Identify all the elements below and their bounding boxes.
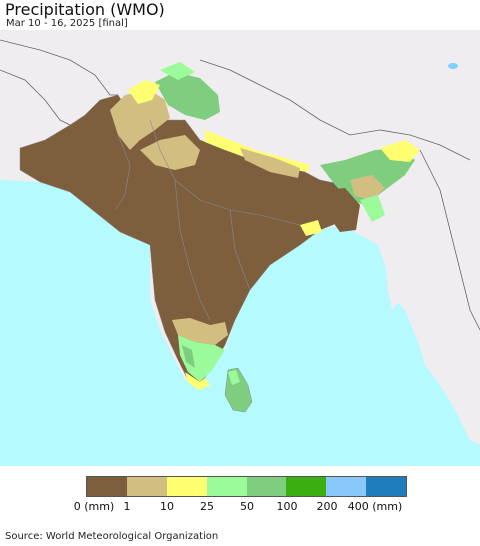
legend-swatch-2 (166, 477, 207, 496)
map-subtitle: Mar 10 - 16, 2025 [final] (6, 18, 128, 29)
region-light-north (110, 90, 170, 150)
region-nepal-tan (240, 148, 300, 178)
source-credit: Source: World Meteorological Organizatio… (5, 531, 219, 542)
region-south-yellow (185, 372, 210, 390)
legend-swatch-3 (206, 477, 247, 496)
region-south-lightgreen (178, 335, 225, 382)
region-kashmir-lightgreen (160, 62, 195, 80)
legend-swatch-4 (246, 477, 287, 496)
precipitation-map (0, 30, 480, 466)
legend-color-bar (86, 476, 407, 497)
legend-labels: 0 (mm) 1 10 25 50 100 200 400 (mm) (0, 500, 480, 514)
legend-label-1: 1 (123, 500, 131, 513)
region-northeast-yellow (380, 140, 420, 162)
legend-label-2: 10 (160, 500, 174, 513)
region-kerala-green (182, 345, 195, 368)
region-bangladesh (325, 188, 360, 232)
coast-myanmar (378, 240, 480, 440)
map-title: Precipitation (WMO) (5, 0, 165, 19)
legend-label-6: 200 (316, 500, 338, 513)
legend-label-0: 0 (mm) (73, 500, 115, 513)
region-light-punjab (140, 135, 200, 170)
sri-lanka-lightgreen (228, 370, 240, 385)
region-kashmir-green (155, 72, 220, 120)
legend-swatch-7 (366, 477, 406, 496)
legend-label-3: 25 (200, 500, 214, 513)
admin-borders (114, 119, 301, 321)
region-kashmir-yellow (128, 80, 160, 104)
region-bay-yellow (300, 220, 322, 236)
legend-label-4: 50 (240, 500, 254, 513)
region-northeast-tan (350, 175, 385, 200)
legend-swatch-0 (87, 477, 127, 496)
legend-swatch-1 (126, 477, 167, 496)
region-south-tan (172, 318, 228, 345)
legend-label-5: 100 (276, 500, 298, 513)
legend-swatch-6 (326, 477, 367, 496)
lake (448, 63, 458, 69)
country-borders (0, 39, 480, 331)
ocean (0, 180, 480, 466)
region-northeast-lightgreen (360, 195, 385, 222)
legend-label-7: 400 (mm) (347, 500, 403, 513)
legend-swatch-5 (286, 477, 327, 496)
